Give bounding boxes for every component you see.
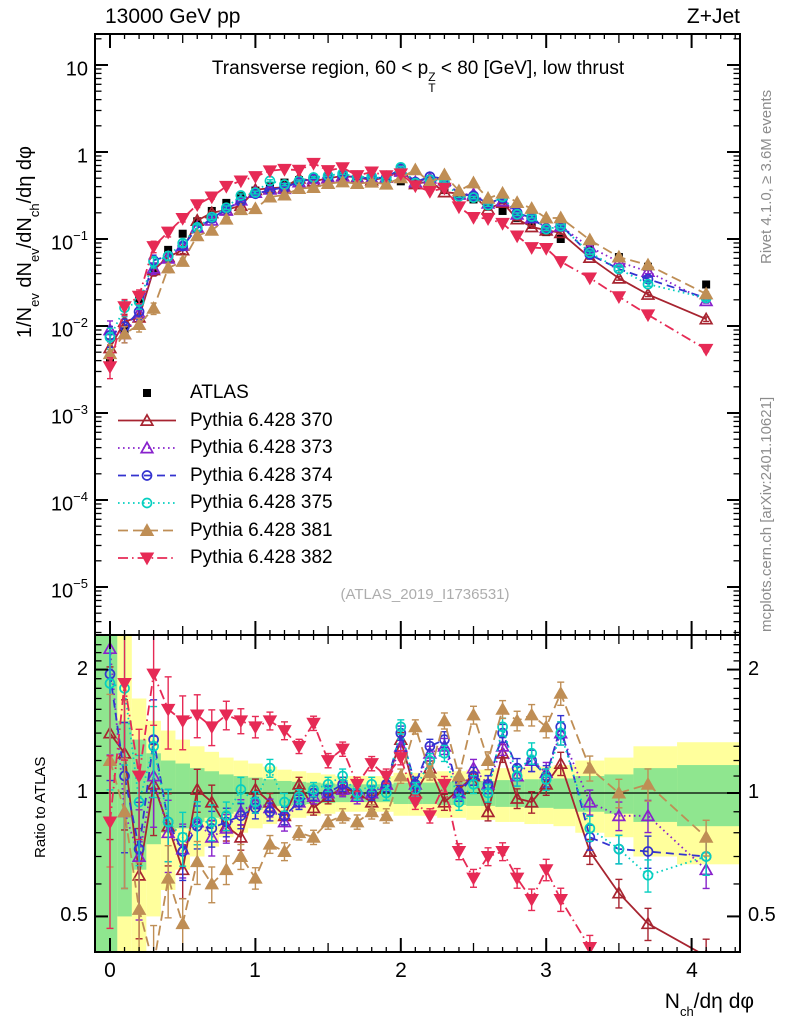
legend-label-pythia-370: Pythia 6.428 370 (190, 410, 333, 431)
ratio-panel-frame (94, 634, 741, 953)
x-axis-label: Nch/dη dφ (664, 990, 754, 1020)
ylabel-sub: ev (27, 293, 42, 307)
ratio-y-axis-label: Ratio to ATLAS (32, 756, 49, 858)
axis-ticks (95, 34, 740, 952)
legend-markers (118, 389, 176, 566)
ytick-10: 10 (65, 58, 88, 81)
ytick-1: 1 (76, 145, 88, 168)
legend-label-pythia-374: Pythia 6.428 374 (190, 465, 333, 486)
series-p375-ratio (104, 635, 712, 893)
ytick-1e-4: 10−4 (50, 489, 88, 516)
ylabel-sub: ch (27, 203, 42, 218)
xtick-3: 3 (540, 959, 552, 982)
series-p381-ratio (102, 681, 714, 952)
legend-label-pythia-382: Pythia 6.428 382 (190, 547, 333, 568)
series-p382-ratio (102, 635, 598, 952)
rivet-version-credit: Rivet 4.1.0, ≥ 3.6M events (758, 89, 775, 264)
plot-title-sup: Z (428, 70, 436, 84)
beam-energy-label: 13000 GeV pp (105, 5, 241, 28)
ytick-1e-2: 10−2 (50, 315, 88, 342)
ratio-tick-05-left: 0.5 (60, 904, 88, 926)
legend-label-pythia-375: Pythia 6.428 375 (190, 492, 333, 513)
xtick-2: 2 (395, 959, 407, 982)
plot-title-post: < 80 [GeV], low thrust (435, 58, 625, 79)
legend-label-atlas: ATLAS (190, 382, 249, 403)
ytick-1e-1: 10−1 (50, 228, 88, 255)
xtick-4: 4 (686, 959, 698, 982)
ratio-tick-1-right: 1 (748, 781, 760, 803)
analysis-watermark: (ATLAS_2019_I1736531) (340, 586, 510, 603)
main-panel-frame (94, 33, 741, 636)
ylabel-part: dN (14, 262, 36, 294)
ratio-tick-2-left: 2 (76, 658, 88, 680)
xtick-0: 0 (104, 959, 116, 982)
legend-label-pythia-381: Pythia 6.428 381 (190, 520, 333, 541)
mcplots-credit: mcplots.cern.ch [arXiv:2401.10621] (758, 396, 775, 632)
xtick-1: 1 (249, 959, 261, 982)
xlabel-part: N (664, 990, 680, 1013)
series-p382-main (102, 157, 714, 380)
xlabel-part: /dη dφ (693, 990, 754, 1013)
xlabel-sub: ch (679, 1004, 694, 1020)
ratio-tick-2-right: 2 (748, 658, 760, 680)
legend-label-pythia-373: Pythia 6.428 373 (190, 437, 333, 458)
ratio-tick-1-left: 1 (76, 781, 88, 803)
plot-title-sub: T (428, 81, 436, 96)
process-label: Z+Jet (686, 5, 740, 28)
ytick-1e-5: 10−5 (50, 576, 88, 603)
ratio-tick-05-right: 0.5 (748, 904, 776, 926)
ytick-1e-3: 10−3 (50, 402, 88, 429)
plot-title-pre: Transverse region, 60 < p (211, 58, 429, 79)
